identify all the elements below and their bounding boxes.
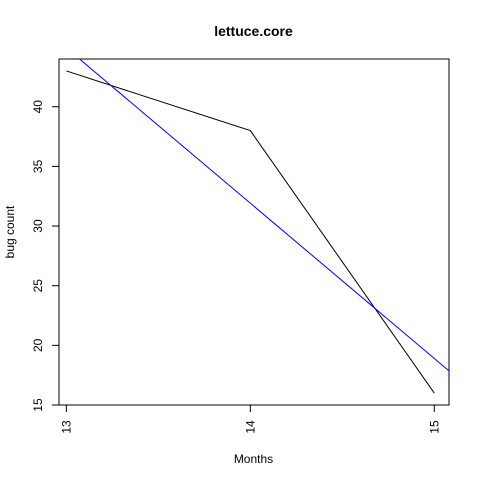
x-tick-label: 14: [243, 420, 257, 434]
y-tick-label: 20: [31, 338, 45, 352]
y-tick-label: 35: [31, 159, 45, 173]
y-tick-label: 15: [31, 398, 45, 412]
y-axis-label: bug count: [3, 205, 17, 258]
x-tick-label: 15: [427, 420, 441, 434]
y-tick-label: 30: [31, 219, 45, 233]
bug-count-line: [66, 70, 435, 394]
chart-title: lettuce.core: [214, 23, 293, 39]
x-axis-label: Months: [234, 452, 273, 466]
trend-line: [78, 59, 449, 372]
y-tick-label: 40: [31, 100, 45, 114]
plot-frame: [58, 58, 450, 406]
x-tick-label: 13: [59, 420, 73, 434]
y-tick-label: 25: [31, 279, 45, 293]
